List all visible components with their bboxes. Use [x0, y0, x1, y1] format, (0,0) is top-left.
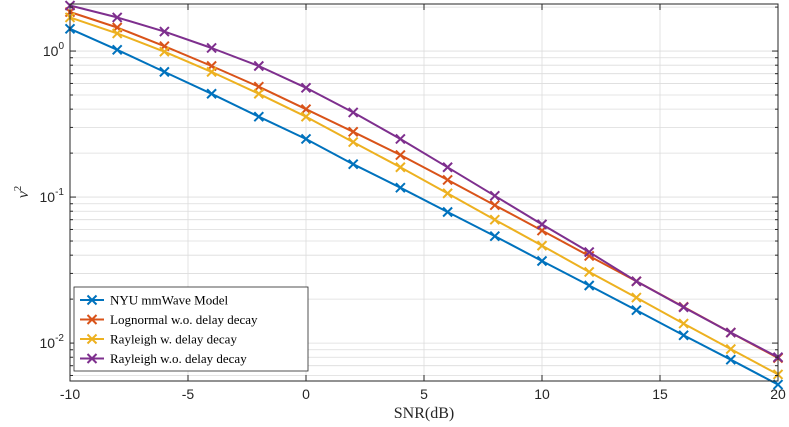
data-point — [253, 111, 265, 122]
data-point — [111, 28, 123, 39]
data-point — [772, 379, 784, 390]
data-point — [583, 246, 595, 258]
x-axis-label: SNR(dB) — [394, 405, 454, 422]
y-axis-label-base: ν — [15, 190, 32, 198]
y-axis-label: ν2 — [12, 186, 32, 199]
legend-label: NYU mmWave Model — [110, 293, 228, 308]
x-tick-label: -5 — [182, 386, 195, 402]
data-point — [253, 60, 265, 72]
x-tick-label: 5 — [420, 386, 428, 402]
data-point — [631, 276, 642, 287]
data-point — [442, 174, 453, 186]
data-point — [395, 162, 406, 173]
x-tick-label: 10 — [534, 386, 550, 402]
legend-marker — [86, 333, 98, 345]
data-point — [159, 66, 170, 78]
data-point — [725, 343, 737, 355]
x-tick-label: 20 — [770, 386, 786, 402]
legend-item: Rayleigh w.o. delay decay — [80, 351, 247, 366]
data-point — [347, 136, 359, 148]
data-point — [347, 158, 359, 170]
x-tick-label: 15 — [652, 386, 668, 402]
data-point — [489, 190, 501, 202]
legend-label: Rayleigh w.o. delay decay — [110, 351, 247, 366]
legend-box — [73, 286, 309, 372]
data-point — [395, 182, 406, 193]
x-tick-label: 0 — [302, 386, 310, 402]
series-line — [69, 27, 779, 386]
data-point — [583, 280, 595, 291]
data-point — [206, 66, 217, 78]
legend-item: Lognormal w.o. delay decay — [80, 312, 258, 327]
legend-item: NYU mmWave Model — [80, 293, 228, 308]
data-point — [489, 230, 501, 242]
data-point — [111, 44, 123, 56]
x-tick-label: -10 — [60, 386, 80, 402]
data-point — [347, 126, 359, 137]
y-tick-label: 10-2 — [40, 333, 65, 351]
data-point — [442, 206, 453, 218]
data-point — [725, 354, 737, 365]
data-point — [206, 42, 217, 54]
series-line — [69, 16, 779, 376]
data-point — [678, 318, 689, 329]
legend-marker — [86, 314, 98, 325]
legend-marker — [86, 353, 98, 364]
series-group — [64, 0, 784, 390]
data-point — [631, 292, 642, 303]
data-point — [253, 88, 265, 99]
series-line — [69, 4, 779, 359]
data-point — [678, 330, 689, 341]
data-point — [395, 133, 406, 145]
series-4 — [64, 0, 784, 363]
data-point — [300, 111, 312, 122]
data-point — [631, 304, 642, 316]
data-point — [536, 219, 548, 230]
data-point — [395, 149, 406, 161]
x-axis-ticks: -10 -5 0 5 10 15 20 — [60, 4, 786, 402]
data-point — [678, 302, 689, 313]
data-point — [347, 107, 359, 118]
data-point — [206, 88, 217, 99]
legend-item: Rayleigh w. delay decay — [80, 332, 237, 347]
data-point — [583, 266, 595, 278]
data-point — [725, 327, 737, 338]
y-tick-label: 100 — [43, 41, 65, 59]
y-axis-ticks: 100 10-1 10-2 — [40, 6, 778, 376]
legend-label: Lognormal w.o. delay decay — [110, 312, 258, 327]
data-point — [300, 103, 312, 115]
data-point — [111, 12, 123, 23]
data-point — [536, 240, 548, 251]
data-point — [442, 188, 453, 199]
series-1 — [64, 23, 784, 390]
legend-marker — [86, 294, 98, 306]
data-point — [300, 133, 312, 145]
data-point — [536, 255, 548, 267]
data-point — [159, 26, 170, 37]
data-point — [159, 46, 170, 57]
data-point — [489, 214, 501, 225]
data-point — [489, 199, 501, 211]
y-tick-label: 10-1 — [40, 187, 65, 205]
legend: NYU mmWave Model Lognormal w.o. delay dec… — [73, 286, 309, 372]
y-axis-label-exp: 2 — [12, 186, 24, 192]
data-point — [442, 162, 453, 173]
legend-label: Rayleigh w. delay decay — [110, 332, 237, 347]
data-point — [300, 82, 312, 94]
